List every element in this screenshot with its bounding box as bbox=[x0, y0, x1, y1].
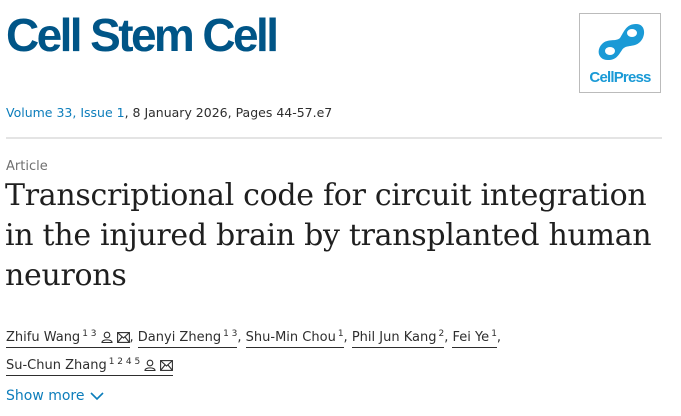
author-list: Zhifu Wang 1 3, Danyi Zheng 1 3, Shu-Min C… bbox=[6, 322, 606, 378]
author-link[interactable]: Su-Chun Zhang 1 2 4 5 bbox=[6, 357, 174, 376]
citation: Volume 33, Issue 1, 8 January 2026, Page… bbox=[6, 105, 332, 120]
show-more-button[interactable]: Show more bbox=[6, 388, 104, 404]
separator: , bbox=[496, 330, 502, 345]
affiliation-refs: 1 bbox=[491, 329, 497, 339]
logo-text: CellPress bbox=[589, 69, 651, 86]
affiliation-refs: 1 bbox=[337, 329, 344, 339]
chevron-down-icon bbox=[89, 392, 104, 401]
email-icon bbox=[160, 360, 174, 371]
person-icon bbox=[144, 359, 156, 371]
author-link[interactable]: Shu-Min Chou 1 bbox=[245, 329, 344, 348]
article-type: Article bbox=[6, 159, 48, 174]
affiliation-refs: 2 bbox=[438, 329, 445, 339]
author-name: Su-Chun Zhang bbox=[6, 358, 107, 373]
separator: , bbox=[343, 330, 352, 345]
author-name: Phil Jun Kang bbox=[351, 330, 437, 345]
author-name: Zhifu Wang bbox=[6, 330, 81, 345]
email-icon bbox=[116, 332, 130, 343]
affiliation-refs: 1 2 4 5 bbox=[108, 357, 141, 367]
author-link[interactable]: Phil Jun Kang 2 bbox=[351, 329, 445, 348]
author-name: Danyi Zheng bbox=[137, 330, 222, 345]
author-link[interactable]: Zhifu Wang 1 3 bbox=[6, 329, 130, 348]
cellpress-logo[interactable]: CellPress bbox=[579, 13, 661, 93]
volume-issue-link[interactable]: Volume 33, Issue 1 bbox=[6, 105, 125, 120]
separator: , bbox=[237, 330, 246, 345]
article-title: Transcriptional code for circuit integra… bbox=[5, 178, 652, 293]
divider bbox=[6, 137, 662, 139]
author-name: Shu-Min Chou bbox=[245, 330, 336, 345]
citation-details: , 8 January 2026, Pages 44-57.e7 bbox=[124, 105, 333, 120]
affiliation-refs: 1 3 bbox=[82, 329, 97, 339]
journal-title[interactable]: Cell Stem Cell bbox=[6, 9, 279, 61]
separator: , bbox=[444, 330, 453, 345]
cellpress-mark-icon bbox=[598, 24, 645, 60]
author-link[interactable]: Fei Ye 1 bbox=[452, 329, 497, 348]
show-more-label: Show more bbox=[6, 388, 85, 404]
author-name: Fei Ye bbox=[452, 330, 490, 345]
affiliation-refs: 1 3 bbox=[223, 329, 238, 339]
separator: , bbox=[129, 330, 138, 345]
author-link[interactable]: Danyi Zheng 1 3 bbox=[137, 329, 238, 348]
person-icon bbox=[100, 331, 113, 343]
